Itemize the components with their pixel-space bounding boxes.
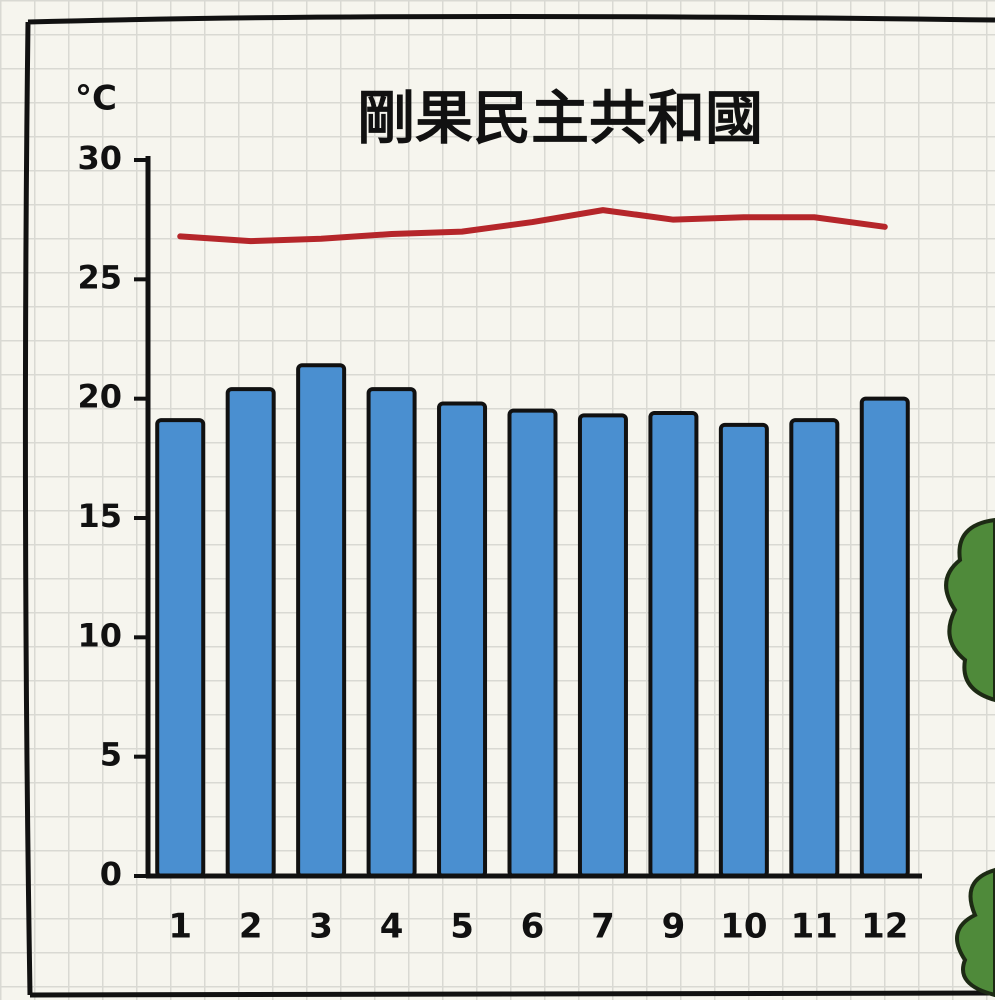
- y-tick-label: 30: [77, 139, 122, 177]
- chart-title: 剛果民主共和國: [357, 84, 763, 152]
- bar: [155, 418, 206, 878]
- bar: [718, 422, 769, 878]
- x-tick-label: 4: [380, 907, 404, 947]
- x-tick-label: 11: [791, 907, 838, 947]
- y-axis-unit: °C: [75, 79, 117, 119]
- x-tick-label: 5: [450, 907, 474, 947]
- y-tick-label: 25: [77, 258, 122, 296]
- x-tick-label: 6: [521, 907, 545, 947]
- y-tick-label: 15: [77, 497, 122, 535]
- x-tick-label: 9: [662, 907, 686, 947]
- bar: [648, 410, 699, 878]
- y-tick-label: 10: [77, 616, 122, 654]
- bar: [366, 387, 417, 878]
- line: [177, 207, 888, 245]
- y-tick-label: 20: [77, 378, 122, 416]
- bar: [437, 401, 488, 878]
- bar: [577, 413, 628, 878]
- bar: [789, 418, 840, 878]
- y-tick-label: 0: [100, 855, 122, 893]
- x-tick-label: 2: [239, 907, 263, 947]
- bar: [859, 396, 910, 878]
- bar: [225, 387, 276, 878]
- bar: [296, 363, 347, 878]
- x-tick-label: 10: [720, 907, 767, 947]
- x-tick-label: 7: [591, 907, 615, 947]
- y-tick-label: 5: [100, 736, 122, 774]
- bar: [507, 408, 558, 878]
- frame: [22, 13, 995, 998]
- tree-decoration: [944, 517, 995, 998]
- x-tick-label: 3: [309, 907, 333, 947]
- x-tick-label: 12: [861, 907, 908, 947]
- x-tick-label: 1: [168, 907, 192, 947]
